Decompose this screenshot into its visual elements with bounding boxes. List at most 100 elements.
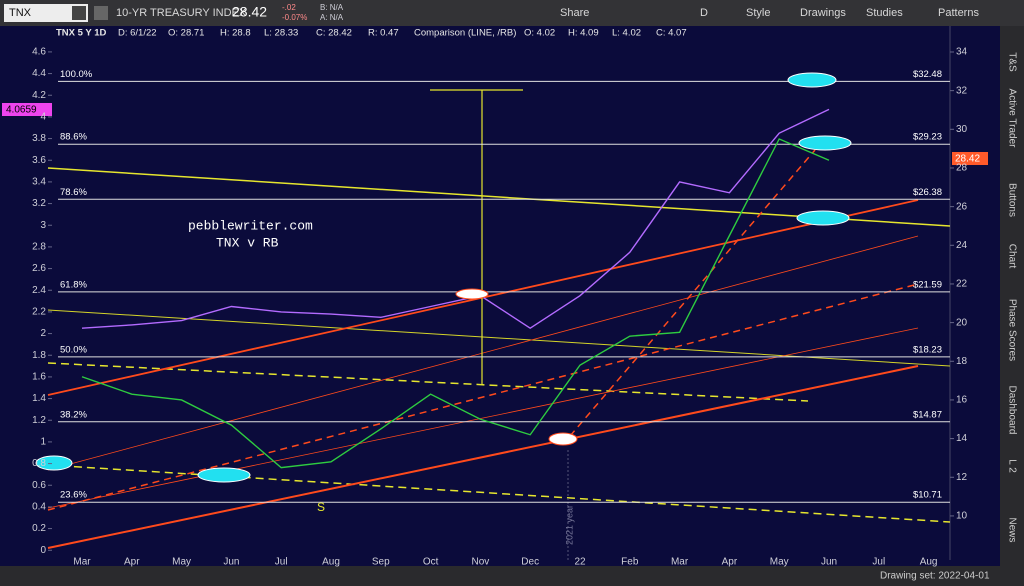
y2-tick-label: 28 <box>956 163 968 174</box>
change-pct: -0.07% <box>282 13 307 22</box>
trend-line <box>47 235 919 471</box>
y-tick-label: 1.6 <box>32 372 46 383</box>
y-tick-label: 3.4 <box>32 177 46 188</box>
x-tick-label: 22 <box>574 557 586 568</box>
y-tick-label: 0.4 <box>32 502 46 513</box>
x-tick-label: Mar <box>671 557 689 568</box>
subtitle: TNX v RB <box>216 235 279 250</box>
toolbar-button[interactable]: Drawings <box>800 7 846 19</box>
y-tick-label: 2 <box>40 328 46 339</box>
y2-tick-label: 20 <box>956 317 968 328</box>
x-tick-label: Mar <box>73 557 91 568</box>
y-tick-label: 4.4 <box>32 68 46 79</box>
x-tick-label: Sep <box>372 557 390 568</box>
y-tick-label: 0.8 <box>32 458 46 469</box>
y-tick-label: 4.6 <box>32 47 46 58</box>
sidebar-tab[interactable]: L 2 <box>1006 459 1017 473</box>
symbol-box[interactable] <box>4 4 88 22</box>
drawing-set[interactable]: Drawing set: 2022-04-01 <box>880 571 990 582</box>
y2-tick-label: 22 <box>956 279 968 290</box>
sidebar-tab[interactable]: Active Trader <box>1006 89 1017 149</box>
y-tick-label: 1 <box>40 437 46 448</box>
highlights <box>35 72 852 483</box>
change: -.02 <box>282 3 296 12</box>
x-tick-label: Jul <box>872 557 885 568</box>
sidebar-tab[interactable]: Chart <box>1006 244 1017 269</box>
y-tick-label: 2.2 <box>32 307 46 318</box>
fib-value: $26.38 <box>913 187 942 198</box>
last-price: 28.42 <box>232 4 267 20</box>
legend-title: TNX 5 Y 1D <box>56 28 106 39</box>
status-bar <box>0 566 1024 586</box>
toolbar-button[interactable]: Patterns <box>938 7 979 19</box>
fib-value: $14.87 <box>913 409 942 420</box>
x-tick-label: Dec <box>521 557 539 568</box>
legend-item: O: 4.02 <box>524 28 555 39</box>
y-tick-label: 1.2 <box>32 415 46 426</box>
year-label: 2021 year <box>564 505 574 545</box>
y-tick-label: 4.2 <box>32 90 46 101</box>
symbol-dropdown[interactable] <box>72 6 86 20</box>
legend-item: C: 28.42 <box>316 28 352 39</box>
y-tick-label: 3.8 <box>32 133 46 144</box>
sidebar-tab[interactable]: Dashboard <box>1006 386 1017 435</box>
x-tick-label: Oct <box>423 557 439 568</box>
y-tick-label: 1.4 <box>32 393 46 404</box>
highlight <box>548 432 578 446</box>
series-line <box>81 138 830 469</box>
y-tick-label: 1.8 <box>32 350 46 361</box>
left-price-text: 4.0659 <box>6 105 37 116</box>
highlight <box>197 467 251 483</box>
right-axis-bg <box>950 26 1000 566</box>
fib-value: $21.59 <box>913 279 942 290</box>
x-tick-label: Aug <box>920 557 938 568</box>
marker: S <box>317 500 325 514</box>
toolbar-button[interactable]: D <box>700 7 708 19</box>
y2-tick-label: 30 <box>956 124 968 135</box>
y-tick-label: 3.6 <box>32 155 46 166</box>
y2-tick-label: 34 <box>956 47 968 58</box>
sidebar-tab[interactable]: Phase Scores <box>1006 299 1017 361</box>
highlight <box>455 288 489 300</box>
toolbar-button[interactable]: Studies <box>866 7 903 19</box>
legend-item: Comparison (LINE, /RB) <box>414 28 516 39</box>
sidebar-tab[interactable]: News <box>1006 517 1017 542</box>
fib-label: 88.6% <box>60 132 87 143</box>
fib-label: 78.6% <box>60 187 87 198</box>
fib-label: 23.6% <box>60 490 87 501</box>
symbol[interactable]: TNX <box>9 7 32 19</box>
trend-line <box>569 149 816 437</box>
trend-line <box>47 362 809 402</box>
sidebar <box>1000 26 1024 566</box>
x-tick-label: Jun <box>223 557 239 568</box>
y-tick-label: 2.6 <box>32 263 46 274</box>
sidebar-tab[interactable]: T&S <box>1006 52 1017 72</box>
legend-item: D: 6/1/22 <box>118 28 157 39</box>
x-tick-label: Aug <box>322 557 340 568</box>
x-tick-label: May <box>770 557 789 568</box>
sidebar-tab[interactable]: Buttons <box>1006 183 1017 217</box>
highlight <box>787 72 837 88</box>
link-button[interactable] <box>94 6 108 20</box>
legend-item: H: 28.8 <box>220 28 251 39</box>
highlight <box>798 135 852 151</box>
legend-item: R: 0.47 <box>368 28 399 39</box>
watermark: pebblewriter.com <box>188 218 313 233</box>
highlight <box>35 455 73 471</box>
y2-tick-label: 32 <box>956 85 968 96</box>
toolbar-buttons: Share D Style Drawings Studies Patterns <box>560 7 979 19</box>
y-tick-label: 0.6 <box>32 480 46 491</box>
fib-value: $32.48 <box>913 69 942 80</box>
series-line <box>81 108 830 330</box>
toolbar-button[interactable]: Style <box>746 7 770 19</box>
left-price-tag <box>2 103 52 116</box>
fib-value: $29.23 <box>913 132 942 143</box>
toolbar-button[interactable]: Share <box>560 7 589 19</box>
x-tick-label: Apr <box>124 557 140 568</box>
ask: A: N/A <box>320 13 344 22</box>
y-tick-label: 3 <box>40 220 46 231</box>
x-tick-label: Apr <box>722 557 738 568</box>
legend-item: C: 4.07 <box>656 28 687 39</box>
bid: B: N/A <box>320 3 344 12</box>
